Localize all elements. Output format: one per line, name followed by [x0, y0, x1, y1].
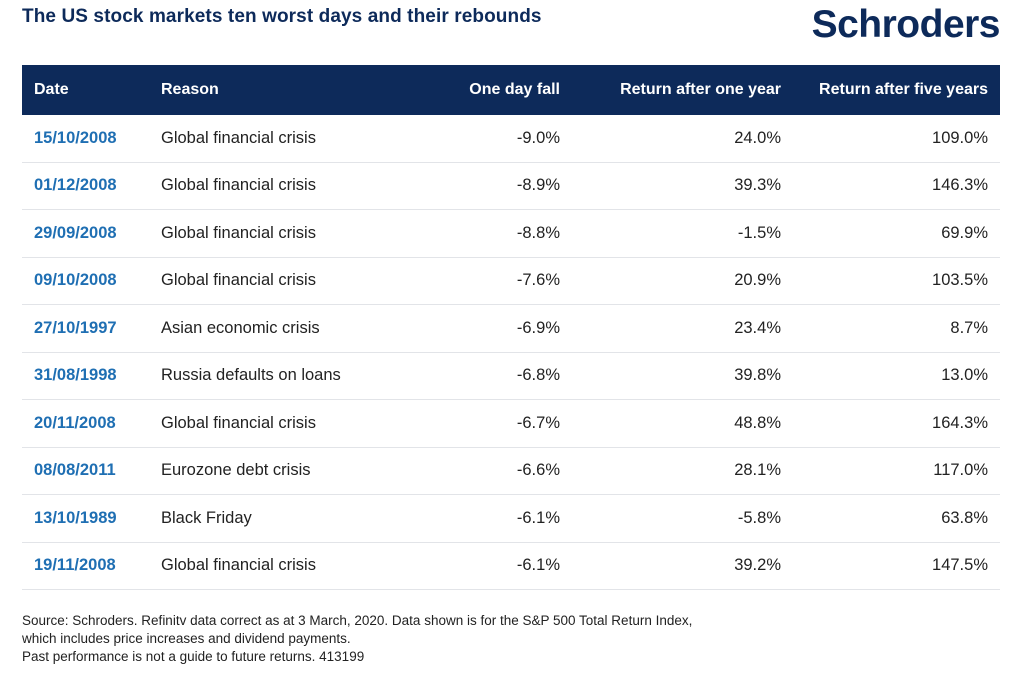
- cell-return-five-years: 146.3%: [793, 162, 1000, 210]
- footnote-line: which includes price increases and divid…: [22, 631, 351, 646]
- cell-date: 27/10/1997: [22, 304, 149, 353]
- cell-return-five-years: 117.0%: [793, 447, 1000, 495]
- cell-date: 01/12/2008: [22, 162, 149, 210]
- cell-return-five-years: 8.7%: [793, 304, 1000, 353]
- cell-return-one-year: 39.2%: [572, 542, 793, 590]
- cell-one-day-fall: -7.6%: [392, 257, 572, 305]
- cell-reason: Global financial crisis: [149, 209, 392, 258]
- cell-return-five-years: 164.3%: [793, 399, 1000, 448]
- cell-return-one-year: 48.8%: [572, 399, 793, 448]
- cell-one-day-fall: -6.9%: [392, 304, 572, 353]
- cell-one-day-fall: -6.6%: [392, 447, 572, 495]
- cell-return-one-year: 24.0%: [572, 115, 793, 163]
- cell-one-day-fall: -6.1%: [392, 542, 572, 590]
- cell-return-five-years: 69.9%: [793, 209, 1000, 258]
- cell-date: 08/08/2011: [22, 447, 149, 495]
- table-body: 15/10/2008 Global financial crisis -9.0%…: [22, 115, 1000, 590]
- cell-reason: Russia defaults on loans: [149, 352, 392, 400]
- cell-reason: Asian economic crisis: [149, 304, 392, 353]
- cell-return-one-year: 39.3%: [572, 162, 793, 210]
- table-header: Date Reason One day fall Return after on…: [22, 65, 1000, 115]
- cell-return-one-year: -5.8%: [572, 494, 793, 543]
- table-row: 20/11/2008 Global financial crisis -6.7%…: [22, 399, 1000, 448]
- cell-reason: Global financial crisis: [149, 399, 392, 448]
- cell-date: 31/08/1998: [22, 352, 149, 400]
- cell-return-one-year: 39.8%: [572, 352, 793, 400]
- cell-date: 09/10/2008: [22, 257, 149, 305]
- cell-date: 15/10/2008: [22, 115, 149, 163]
- table-row: 01/12/2008 Global financial crisis -8.9%…: [22, 162, 1000, 210]
- cell-date: 20/11/2008: [22, 399, 149, 448]
- footnote-line: Past performance is not a guide to futur…: [22, 649, 365, 664]
- table-row: 27/10/1997 Asian economic crisis -6.9% 2…: [22, 304, 1000, 353]
- cell-date: 19/11/2008: [22, 542, 149, 590]
- cell-return-five-years: 13.0%: [793, 352, 1000, 400]
- cell-return-five-years: 147.5%: [793, 542, 1000, 590]
- cell-date: 29/09/2008: [22, 209, 149, 258]
- cell-one-day-fall: -8.9%: [392, 162, 572, 210]
- worst-days-table: Date Reason One day fall Return after on…: [22, 65, 1000, 590]
- table-row: 08/08/2011 Eurozone debt crisis -6.6% 28…: [22, 447, 1000, 495]
- column-header-one-day-fall: One day fall: [469, 81, 560, 98]
- cell-one-day-fall: -6.1%: [392, 494, 572, 543]
- cell-return-five-years: 63.8%: [793, 494, 1000, 543]
- cell-one-day-fall: -6.7%: [392, 399, 572, 448]
- column-header-return-five-years: Return after five years: [819, 81, 988, 98]
- source-footnote: Source: Schroders. Refinitv data correct…: [22, 612, 1002, 666]
- header-row: Date Reason One day fall Return after on…: [22, 65, 1000, 115]
- schroders-logo: Schroders: [811, 3, 1001, 46]
- table-row: 15/10/2008 Global financial crisis -9.0%…: [22, 115, 1000, 163]
- cell-return-five-years: 103.5%: [793, 257, 1000, 305]
- cell-reason: Global financial crisis: [149, 257, 392, 305]
- footnote-line: Source: Schroders. Refinitv data correct…: [22, 613, 693, 628]
- table-row: 31/08/1998 Russia defaults on loans -6.8…: [22, 352, 1000, 400]
- table-row: 09/10/2008 Global financial crisis -7.6%…: [22, 257, 1000, 305]
- cell-return-one-year: -1.5%: [572, 209, 793, 258]
- cell-reason: Eurozone debt crisis: [149, 447, 392, 495]
- cell-reason: Global financial crisis: [149, 162, 392, 210]
- cell-one-day-fall: -9.0%: [392, 115, 572, 163]
- cell-reason: Global financial crisis: [149, 542, 392, 590]
- column-header-return-one-year: Return after one year: [620, 81, 781, 98]
- cell-reason: Global financial crisis: [149, 115, 392, 163]
- cell-date: 13/10/1989: [22, 494, 149, 543]
- cell-one-day-fall: -6.8%: [392, 352, 572, 400]
- page-title: The US stock markets ten worst days and …: [22, 6, 542, 27]
- table-row: 29/09/2008 Global financial crisis -8.8%…: [22, 209, 1000, 258]
- table-row: 19/11/2008 Global financial crisis -6.1%…: [22, 542, 1000, 590]
- cell-return-one-year: 23.4%: [572, 304, 793, 353]
- cell-return-five-years: 109.0%: [793, 115, 1000, 163]
- cell-reason: Black Friday: [149, 494, 392, 543]
- cell-return-one-year: 28.1%: [572, 447, 793, 495]
- cell-return-one-year: 20.9%: [572, 257, 793, 305]
- cell-one-day-fall: -8.8%: [392, 209, 572, 258]
- column-header-reason: Reason: [161, 81, 219, 98]
- column-header-date: Date: [34, 81, 69, 98]
- table-row: 13/10/1989 Black Friday -6.1% -5.8% 63.8…: [22, 494, 1000, 543]
